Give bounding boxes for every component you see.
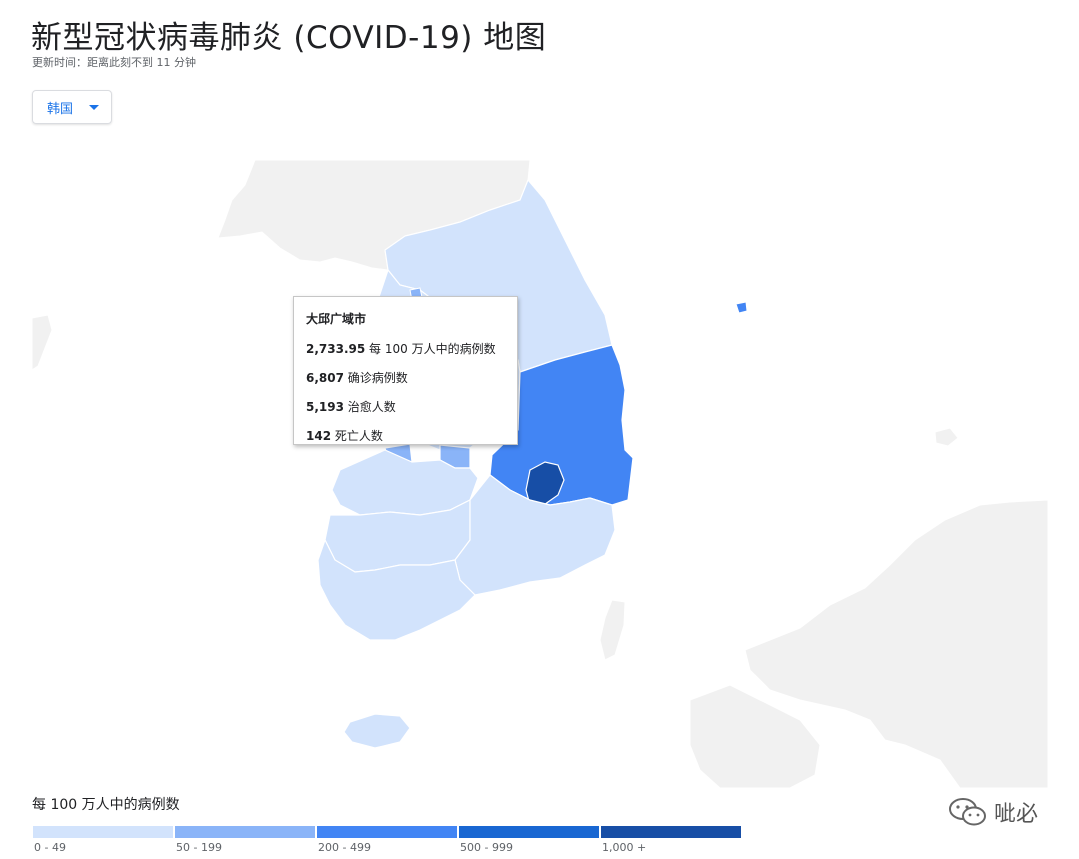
region-jeonnam[interactable] (317, 538, 476, 641)
tooltip-region-name: 大邱广域市 (306, 312, 367, 326)
wechat-icon (949, 798, 986, 826)
tooltip-row-confirmed: 6,807 确诊病例数 (306, 371, 408, 385)
legend-swatch (175, 826, 315, 838)
region-jeju[interactable] (343, 713, 411, 749)
tooltip-row-cases-per-million: 2,733.95 每 100 万人中的病例数 (306, 342, 496, 356)
legend-bin-label: 200 - 499 (318, 841, 371, 854)
legend-bin: 50 - 199 (175, 826, 315, 854)
legend-swatch (33, 826, 173, 838)
tooltip-row-deaths: 142 死亡人数 (306, 429, 383, 443)
legend-swatch (317, 826, 457, 838)
tooltip-row-recovered: 5,193 治愈人数 (306, 400, 396, 414)
map[interactable] (32, 160, 1048, 788)
legend-title: 每 100 万人中的病例数 (32, 797, 180, 813)
legend-bin: 0 - 49 (33, 826, 173, 854)
legend-bin-label: 500 - 999 (460, 841, 513, 854)
land-tsushima (599, 599, 626, 661)
korea-map[interactable] (32, 160, 1048, 788)
land-kyushu (689, 684, 821, 788)
page-title: 新型冠状病毒肺炎 (COVID-19) 地图 (31, 20, 547, 56)
region-dropdown[interactable]: 韩国 (32, 90, 112, 124)
land-china-coast (32, 314, 53, 371)
legend-bin: 500 - 999 (459, 826, 599, 854)
land-japan (744, 499, 1048, 788)
legend-swatch (601, 826, 741, 838)
dropdown-caret-icon (89, 105, 99, 110)
region-daegu[interactable] (525, 461, 565, 509)
legend-bin-label: 50 - 199 (176, 841, 222, 854)
legend-swatch (459, 826, 599, 838)
legend-bin: 1,000 + (601, 826, 741, 854)
watermark-text: 呲必 (994, 802, 1039, 827)
region-ulleungdo[interactable] (735, 301, 748, 314)
legend: 0 - 49 50 - 199 200 - 499 500 - 999 1,00… (33, 826, 741, 854)
legend-bin-label: 0 - 49 (34, 841, 66, 854)
region-tooltip: 大邱广域市 2,733.95 每 100 万人中的病例数 6,807 确诊病例数… (293, 296, 518, 445)
watermark: 呲必 (948, 796, 1038, 828)
legend-bin: 200 - 499 (317, 826, 457, 854)
update-time: 更新时间：距离此刻不到 11 分钟 (32, 56, 196, 69)
land-oki-island (934, 427, 959, 447)
region-dropdown-label: 韩国 (47, 101, 74, 117)
legend-bin-label: 1,000 + (602, 841, 647, 854)
